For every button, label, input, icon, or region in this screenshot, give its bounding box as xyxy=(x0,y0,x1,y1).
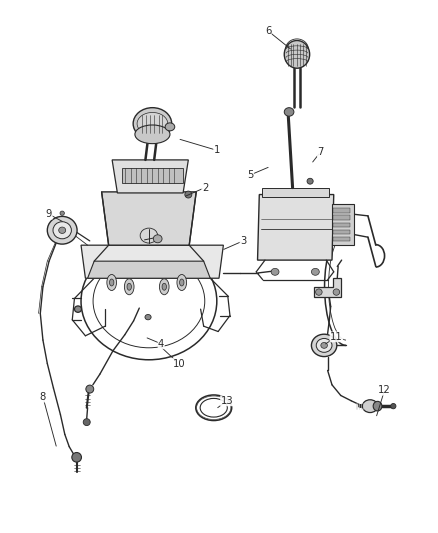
Ellipse shape xyxy=(137,112,168,135)
Ellipse shape xyxy=(391,403,396,409)
Ellipse shape xyxy=(316,338,332,352)
Ellipse shape xyxy=(110,279,114,286)
Ellipse shape xyxy=(86,385,94,393)
Bar xyxy=(333,223,350,227)
Ellipse shape xyxy=(159,279,169,295)
Text: 13: 13 xyxy=(221,396,233,406)
Text: 8: 8 xyxy=(40,392,46,402)
Ellipse shape xyxy=(311,269,319,275)
Text: 2: 2 xyxy=(202,183,208,192)
Text: 7: 7 xyxy=(318,147,324,157)
Text: 11: 11 xyxy=(330,332,343,342)
Polygon shape xyxy=(102,192,196,245)
Text: 4: 4 xyxy=(158,339,164,349)
Ellipse shape xyxy=(284,41,310,68)
Text: 6: 6 xyxy=(265,26,271,36)
Polygon shape xyxy=(258,195,334,260)
Polygon shape xyxy=(262,188,329,197)
Ellipse shape xyxy=(127,284,131,290)
Ellipse shape xyxy=(72,453,81,462)
Ellipse shape xyxy=(59,227,66,233)
Ellipse shape xyxy=(362,400,378,413)
Ellipse shape xyxy=(135,125,170,143)
Polygon shape xyxy=(332,204,354,245)
Ellipse shape xyxy=(74,306,81,312)
Ellipse shape xyxy=(185,191,192,198)
Bar xyxy=(333,237,350,241)
Text: 3: 3 xyxy=(240,236,246,246)
Text: 9: 9 xyxy=(46,209,52,219)
Text: 12: 12 xyxy=(378,385,391,395)
Ellipse shape xyxy=(333,289,340,295)
Ellipse shape xyxy=(311,334,337,357)
Ellipse shape xyxy=(133,108,172,140)
Ellipse shape xyxy=(321,343,328,349)
Ellipse shape xyxy=(153,235,162,243)
Ellipse shape xyxy=(165,123,175,131)
Ellipse shape xyxy=(315,289,322,295)
Polygon shape xyxy=(112,160,188,193)
Ellipse shape xyxy=(180,279,184,286)
Ellipse shape xyxy=(53,222,71,239)
Ellipse shape xyxy=(60,211,64,215)
Ellipse shape xyxy=(271,269,279,275)
Ellipse shape xyxy=(83,419,90,425)
Ellipse shape xyxy=(124,279,134,295)
Bar xyxy=(333,208,350,213)
Bar xyxy=(122,168,183,183)
Bar xyxy=(333,230,350,234)
Text: 5: 5 xyxy=(247,170,254,180)
Ellipse shape xyxy=(162,284,166,290)
Ellipse shape xyxy=(284,108,294,116)
Ellipse shape xyxy=(307,178,313,184)
Text: 1: 1 xyxy=(214,146,220,155)
Ellipse shape xyxy=(177,274,187,290)
Bar xyxy=(333,215,350,220)
Polygon shape xyxy=(81,245,223,278)
Polygon shape xyxy=(88,261,210,278)
Ellipse shape xyxy=(107,274,117,290)
Ellipse shape xyxy=(47,216,77,244)
Text: 10: 10 xyxy=(173,359,185,368)
Ellipse shape xyxy=(373,401,382,411)
Polygon shape xyxy=(314,278,341,297)
Ellipse shape xyxy=(145,314,151,320)
